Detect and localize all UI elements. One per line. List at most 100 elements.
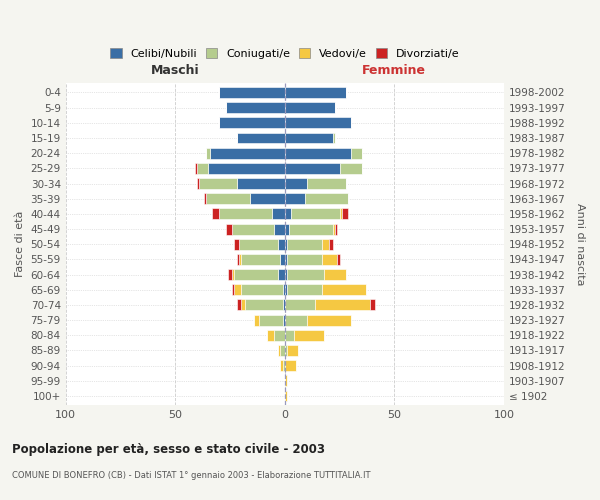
Bar: [204, 193, 206, 204]
Bar: [212, 208, 219, 220]
Bar: [340, 163, 362, 174]
Bar: [285, 163, 340, 174]
Bar: [226, 102, 285, 113]
Bar: [329, 239, 333, 250]
Bar: [236, 132, 285, 143]
Bar: [333, 224, 335, 234]
Bar: [197, 178, 199, 189]
Bar: [235, 239, 239, 250]
Bar: [350, 148, 362, 158]
Bar: [206, 193, 250, 204]
Bar: [287, 345, 298, 356]
Bar: [283, 284, 285, 295]
Bar: [285, 330, 293, 341]
Bar: [280, 345, 285, 356]
Bar: [219, 87, 285, 98]
Bar: [239, 254, 241, 265]
Bar: [370, 300, 374, 310]
Bar: [285, 102, 335, 113]
Bar: [285, 376, 287, 386]
Bar: [274, 330, 285, 341]
Bar: [272, 208, 285, 220]
Bar: [228, 269, 232, 280]
Bar: [232, 284, 235, 295]
Bar: [342, 208, 349, 220]
Bar: [285, 360, 296, 371]
Bar: [236, 254, 239, 265]
Bar: [333, 132, 335, 143]
Bar: [206, 148, 210, 158]
Bar: [236, 300, 241, 310]
Bar: [285, 239, 287, 250]
Y-axis label: Anni di nascita: Anni di nascita: [575, 203, 585, 285]
Bar: [250, 193, 285, 204]
Bar: [285, 178, 307, 189]
Bar: [285, 118, 350, 128]
Bar: [241, 284, 283, 295]
Bar: [278, 269, 285, 280]
Bar: [322, 254, 337, 265]
Bar: [278, 239, 285, 250]
Bar: [226, 224, 232, 234]
Bar: [283, 360, 285, 371]
Bar: [283, 300, 285, 310]
Bar: [285, 87, 346, 98]
Bar: [335, 224, 337, 234]
Y-axis label: Fasce di età: Fasce di età: [15, 211, 25, 278]
Bar: [285, 284, 287, 295]
Bar: [285, 314, 307, 326]
Bar: [195, 163, 197, 174]
Bar: [241, 254, 280, 265]
Bar: [322, 239, 329, 250]
Bar: [285, 254, 287, 265]
Text: Popolazione per età, sesso e stato civile - 2003: Popolazione per età, sesso e stato civil…: [12, 442, 325, 456]
Bar: [316, 300, 370, 310]
Bar: [280, 360, 283, 371]
Bar: [337, 254, 340, 265]
Bar: [259, 314, 283, 326]
Bar: [287, 269, 324, 280]
Legend: Celibi/Nubili, Coniugati/e, Vedovi/e, Divorziati/e: Celibi/Nubili, Coniugati/e, Vedovi/e, Di…: [106, 44, 464, 63]
Text: Femmine: Femmine: [362, 64, 427, 77]
Bar: [287, 239, 322, 250]
Bar: [307, 178, 346, 189]
Bar: [232, 269, 235, 280]
Bar: [235, 269, 278, 280]
Bar: [322, 284, 366, 295]
Bar: [285, 132, 333, 143]
Bar: [208, 163, 285, 174]
Bar: [283, 314, 285, 326]
Bar: [305, 193, 349, 204]
Bar: [287, 254, 322, 265]
Bar: [285, 345, 287, 356]
Bar: [293, 330, 324, 341]
Bar: [241, 300, 245, 310]
Bar: [285, 193, 305, 204]
Bar: [278, 345, 280, 356]
Text: Maschi: Maschi: [151, 64, 200, 77]
Bar: [236, 178, 285, 189]
Bar: [235, 284, 241, 295]
Text: COMUNE DI BONEFRO (CB) - Dati ISTAT 1° gennaio 2003 - Elaborazione TUTTITALIA.IT: COMUNE DI BONEFRO (CB) - Dati ISTAT 1° g…: [12, 470, 371, 480]
Bar: [285, 300, 316, 310]
Bar: [219, 118, 285, 128]
Bar: [254, 314, 259, 326]
Bar: [285, 390, 287, 402]
Bar: [285, 208, 292, 220]
Bar: [274, 224, 285, 234]
Bar: [287, 284, 322, 295]
Bar: [267, 330, 274, 341]
Bar: [340, 208, 342, 220]
Bar: [285, 224, 289, 234]
Bar: [280, 254, 285, 265]
Bar: [285, 269, 287, 280]
Bar: [324, 269, 346, 280]
Bar: [199, 178, 236, 189]
Bar: [292, 208, 340, 220]
Bar: [219, 208, 272, 220]
Bar: [307, 314, 350, 326]
Bar: [232, 224, 274, 234]
Bar: [197, 163, 208, 174]
Bar: [245, 300, 283, 310]
Bar: [285, 148, 350, 158]
